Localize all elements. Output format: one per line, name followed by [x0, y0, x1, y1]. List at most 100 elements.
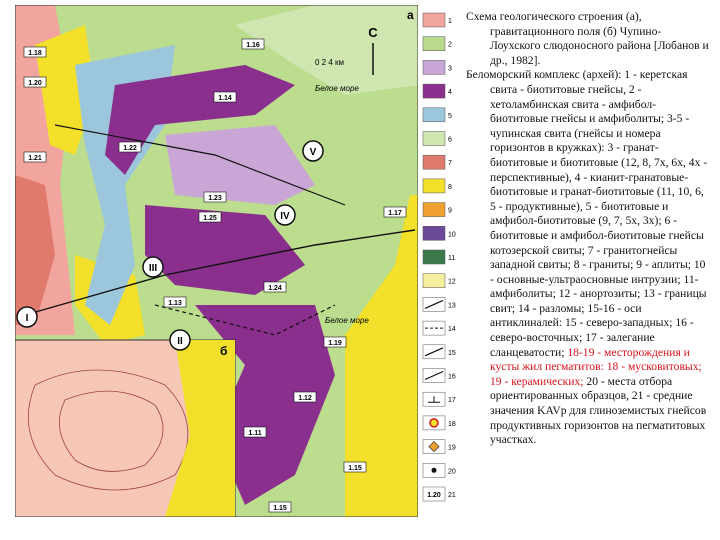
legend-number: 13: [448, 302, 456, 309]
sample-label: 1.11: [248, 430, 261, 437]
legend-swatch: [422, 226, 446, 241]
legend-symbol: [424, 370, 444, 381]
legend-number: 14: [448, 326, 456, 333]
sample-box: [23, 46, 47, 58]
caption-title: Схема геологического строения (а), грави…: [466, 10, 709, 67]
zone-label: V: [310, 147, 317, 158]
legend-swatch: [422, 131, 446, 146]
legend-number: 17: [448, 397, 456, 404]
sample-label: 1.24: [268, 285, 282, 292]
caption-body: Беломорский комплекс (архей): 1 - керетс…: [466, 68, 710, 447]
zone-label: IV: [280, 211, 290, 222]
legend-number: 15: [448, 350, 456, 357]
zone-label: III: [149, 263, 158, 274]
sample-label: 1.19: [328, 340, 342, 347]
legend-number: 10: [448, 231, 456, 238]
sample-label: 1.17: [388, 210, 402, 217]
legend-symbol: [424, 347, 444, 357]
legend-number: 20: [448, 468, 456, 475]
legend-swatch: [422, 60, 446, 75]
sample-label: 1.18: [28, 50, 42, 57]
sample-label: 1.20: [28, 80, 42, 87]
legend-number: 2: [448, 42, 452, 49]
legend-swatch: [422, 36, 446, 51]
zone-circle: [302, 140, 324, 162]
sample-label: 1.21: [28, 155, 42, 162]
sample-box: [263, 281, 287, 293]
legend-swatch: [422, 178, 446, 194]
zone-label: II: [177, 336, 183, 347]
zone-circle: [16, 306, 38, 328]
sample-box: [23, 151, 47, 163]
legend-number: 7: [448, 160, 452, 167]
caption-segment: 20 - места отбора ориентированных образц…: [490, 374, 707, 447]
legend-symbol: [431, 467, 437, 473]
unit-4: [105, 65, 295, 175]
sample-box: [163, 296, 187, 308]
legend-swatch: [422, 83, 446, 99]
caption-segment: 18-19 - месторождения и кусты жил пегмат…: [490, 345, 702, 388]
zone-circle: [169, 329, 191, 351]
legend-number: 19: [448, 445, 456, 452]
caption: Схема геологического строения (а), грави…: [466, 10, 710, 448]
unit-8: [35, 25, 95, 155]
fault: [54, 124, 346, 206]
legend-symbol: [424, 299, 444, 309]
sample-label: 1.22: [123, 145, 137, 152]
fault: [154, 304, 336, 336]
sample-label: 1.14: [218, 95, 232, 102]
legend-sample-box: 1.20: [427, 492, 441, 499]
legend-number: 5: [448, 113, 452, 120]
panel-label: а: [407, 8, 414, 22]
legend-symbol: [428, 441, 440, 453]
sample-box: [323, 336, 347, 348]
zone-label: I: [26, 313, 29, 324]
legend-number: 11: [448, 255, 455, 262]
legend-swatch: [422, 320, 446, 336]
sample-label: 1.13: [168, 300, 182, 307]
panel-label: б: [220, 344, 227, 358]
sea-label: Белое море: [325, 316, 369, 325]
sea-label: Белое море: [315, 84, 359, 93]
unit-7: [15, 175, 55, 325]
zone-circle: [274, 204, 296, 226]
sample-box: [203, 191, 227, 203]
unit-4: [145, 205, 305, 295]
legend-number: 12: [448, 279, 456, 286]
legend-number: 6: [448, 137, 452, 144]
sample-label: 1.23: [208, 195, 222, 202]
legend-symbol: [428, 396, 440, 403]
legend-number: 8: [448, 184, 452, 191]
isoline: [59, 390, 164, 472]
fault: [24, 229, 416, 316]
legend-number: 16: [448, 374, 456, 381]
legend-swatch: [422, 12, 446, 28]
sample-label: 1.15: [348, 465, 362, 472]
sample-box: [343, 461, 367, 473]
unit-8: [345, 195, 418, 517]
scale-bar: 0 2 4 км: [315, 58, 344, 67]
legend-swatch: [422, 486, 446, 502]
legend-swatch: [422, 107, 446, 123]
sample-box: [268, 501, 292, 513]
legend-number: 1: [448, 18, 452, 25]
caption-segment: Беломорский комплекс (архей): 1 - керетс…: [466, 68, 708, 359]
isoline: [27, 369, 189, 491]
legend-swatch: [422, 273, 446, 288]
sample-box: [383, 206, 407, 218]
sample-label: 1.12: [298, 395, 312, 402]
legend-swatch: [422, 202, 446, 217]
legend-swatch: [422, 154, 446, 170]
sample-box: [293, 391, 317, 403]
legend-number: 4: [448, 89, 452, 96]
sample-label: 1.16: [246, 42, 260, 49]
sample-label: 1.25: [203, 215, 217, 222]
unit-8: [165, 340, 235, 517]
legend-number: 21: [448, 492, 456, 499]
legend-number: 9: [448, 208, 452, 215]
legend-symbol: [429, 418, 439, 428]
sample-label: 1.15: [273, 505, 287, 512]
